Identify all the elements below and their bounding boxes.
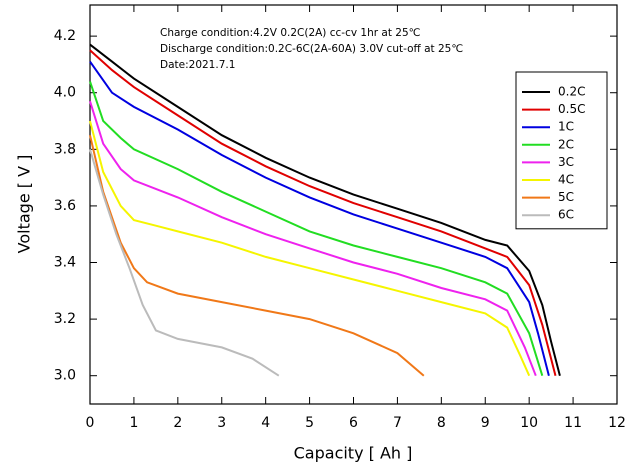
legend-label: 2C bbox=[558, 137, 574, 151]
x-tick-label: 8 bbox=[437, 415, 446, 431]
x-tick-label: 5 bbox=[305, 415, 314, 431]
annotation: Date:2021.7.1 bbox=[160, 59, 235, 71]
y-tick-label: 4.0 bbox=[54, 85, 76, 101]
data-line bbox=[89, 134, 425, 377]
data-line bbox=[89, 43, 561, 376]
y-tick-label: 4.2 bbox=[54, 28, 76, 44]
legend-label: 5C bbox=[558, 190, 574, 204]
x-tick-label: 12 bbox=[608, 415, 626, 431]
data-line bbox=[89, 81, 544, 376]
legend-label: 1C bbox=[558, 120, 574, 134]
legend-label: 0.2C bbox=[558, 85, 585, 99]
y-tick-label: 3.2 bbox=[54, 311, 76, 327]
x-tick-label: 7 bbox=[393, 415, 402, 431]
y-tick-label: 3.4 bbox=[54, 255, 76, 271]
y-axis-label: Voltage [ V ] bbox=[15, 155, 34, 254]
x-tick-label: 3 bbox=[217, 415, 226, 431]
legend-label: 0.5C bbox=[558, 102, 585, 116]
data-line bbox=[89, 120, 531, 377]
x-axis-label: Capacity [ Ah ] bbox=[294, 444, 413, 463]
data-line bbox=[89, 61, 550, 376]
legend-label: 6C bbox=[558, 208, 574, 222]
x-tick-label: 9 bbox=[481, 415, 490, 431]
y-tick-label: 3.0 bbox=[54, 368, 76, 384]
legend-label: 3C bbox=[558, 155, 574, 169]
x-tick-label: 11 bbox=[564, 415, 582, 431]
data-line bbox=[89, 149, 280, 377]
legend-box bbox=[515, 71, 608, 230]
x-tick-label: 4 bbox=[261, 415, 270, 431]
y-tick-label: 3.8 bbox=[54, 141, 76, 157]
x-tick-label: 6 bbox=[349, 415, 358, 431]
x-tick-label: 0 bbox=[86, 415, 95, 431]
y-tick-label: 3.6 bbox=[54, 198, 76, 214]
data-line bbox=[89, 49, 557, 376]
legend-label: 4C bbox=[558, 173, 574, 187]
annotation: Charge condition:4.2V 0.2C(2A) cc-cv 1hr… bbox=[160, 27, 420, 39]
data-line bbox=[89, 100, 537, 377]
x-tick-label: 2 bbox=[173, 415, 182, 431]
x-tick-label: 10 bbox=[520, 415, 538, 431]
plot-frame bbox=[89, 4, 618, 405]
x-tick-label: 1 bbox=[129, 415, 138, 431]
annotation: Discharge condition:0.2C-6C(2A-60A) 3.0V… bbox=[160, 43, 463, 55]
